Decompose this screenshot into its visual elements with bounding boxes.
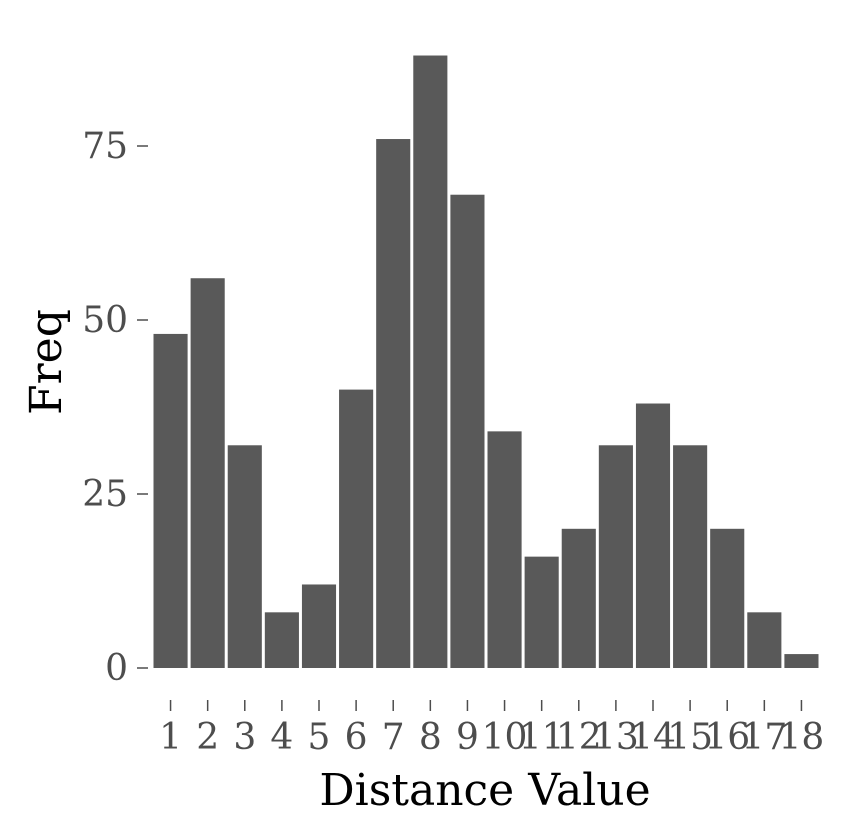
x-tick-label-8: 8 <box>419 717 442 758</box>
y-tick-label-50: 50 <box>82 300 128 341</box>
x-tick-label-9: 9 <box>456 717 479 758</box>
x-tick-label-16: 16 <box>704 717 750 758</box>
bars-group <box>153 55 819 669</box>
bar-18 <box>784 654 819 668</box>
bar-2 <box>190 278 225 668</box>
x-tick-label-11: 11 <box>519 717 565 758</box>
x-tick-label-1: 1 <box>159 717 182 758</box>
x-axis-title: Distance Value <box>319 765 650 816</box>
bar-6 <box>339 389 374 668</box>
y-axis: 0 25 50 75 <box>82 126 148 689</box>
x-tick-label-15: 15 <box>667 717 713 758</box>
x-tick-label-12: 12 <box>556 717 602 758</box>
bar-11 <box>524 556 559 668</box>
bar-17 <box>747 612 782 668</box>
bar-10 <box>487 431 522 668</box>
bar-1 <box>153 333 188 668</box>
x-tick-label-10: 10 <box>482 717 528 758</box>
bar-15 <box>673 445 708 668</box>
x-tick-label-18: 18 <box>779 717 825 758</box>
x-tick-label-2: 2 <box>196 717 219 758</box>
bar-3 <box>227 445 262 668</box>
bar-7 <box>376 139 411 669</box>
y-tick-label-75: 75 <box>82 126 128 167</box>
bar-9 <box>450 194 485 668</box>
x-tick-label-7: 7 <box>382 717 405 758</box>
bar-16 <box>710 528 745 668</box>
bar-4 <box>264 612 299 668</box>
x-tick-label-5: 5 <box>308 717 331 758</box>
x-tick-label-4: 4 <box>270 717 293 758</box>
x-tick-label-6: 6 <box>345 717 368 758</box>
x-tick-label-3: 3 <box>233 717 256 758</box>
bar-13 <box>598 445 633 668</box>
bar-12 <box>561 528 596 668</box>
x-tick-label-14: 14 <box>630 717 676 758</box>
y-tick-label-25: 25 <box>82 474 128 515</box>
x-tick-label-13: 13 <box>593 717 639 758</box>
x-tick-label-17: 17 <box>741 717 787 758</box>
bar-14 <box>635 403 671 668</box>
bar-5 <box>301 584 337 668</box>
bar-8 <box>413 55 448 668</box>
y-axis-title: Freq <box>21 309 72 415</box>
y-tick-label-0: 0 <box>105 648 128 689</box>
